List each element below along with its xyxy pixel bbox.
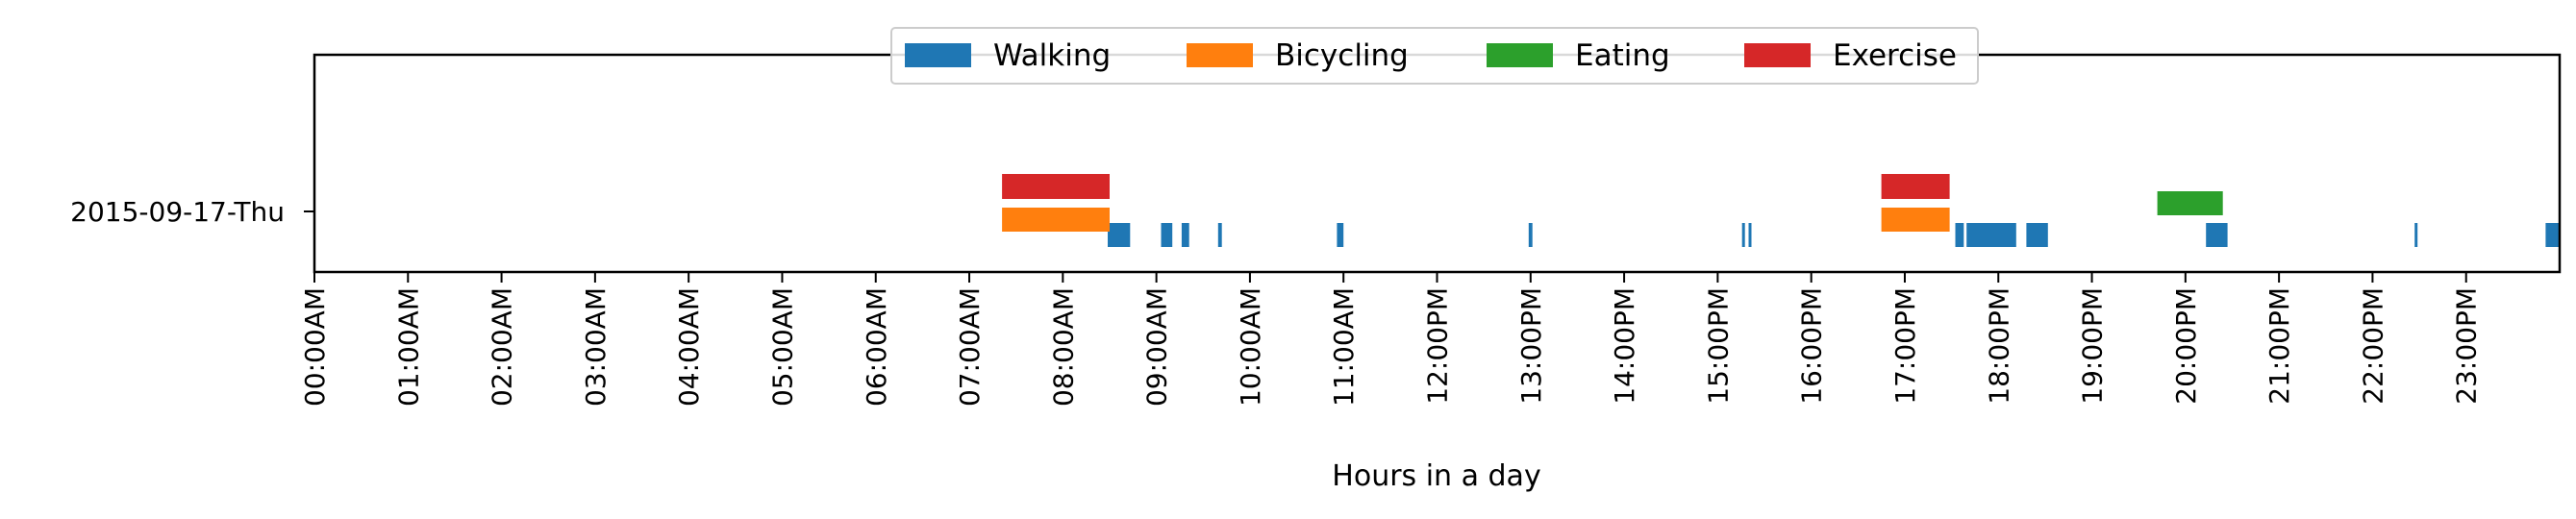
bicycling-legend-swatch: [1187, 43, 1253, 67]
x-axis: 00:00AM 01:00AM 02:00AM 03:00AM 04:00AM 05:00…: [299, 272, 2483, 407]
eating-legend-swatch: [1487, 43, 1553, 67]
x-tick-label: 22:00PM: [2357, 287, 2388, 405]
x-tick-label: 21:00PM: [2263, 287, 2295, 405]
x-tick-label: 16:00PM: [1796, 287, 1828, 405]
walking-bar: [1217, 223, 1222, 247]
x-tick-label: 06:00AM: [861, 287, 892, 407]
x-tick-label: 11:00AM: [1328, 287, 1360, 407]
x-tick-label: 19:00PM: [2077, 287, 2109, 405]
walking-bar: [1108, 223, 1131, 247]
bicycling-bar: [1881, 208, 1950, 232]
x-tick-label: 02:00AM: [487, 287, 518, 407]
eating-legend-label: Eating: [1575, 38, 1670, 73]
x-tick-label: 09:00AM: [1141, 287, 1173, 407]
exercise-legend-swatch: [1744, 43, 1811, 67]
walking-bar: [2545, 223, 2560, 247]
walking-bar: [1741, 223, 1745, 247]
x-tick-label: 10:00AM: [1235, 287, 1266, 407]
y-tick-label: 2015-09-17-Thu: [70, 196, 285, 228]
x-tick-label: 07:00AM: [954, 287, 986, 407]
walking-bar: [1528, 223, 1533, 247]
walking-bar: [2206, 223, 2228, 247]
x-tick-label: 12:00PM: [1422, 287, 1454, 405]
bicycling-bar: [1002, 208, 1110, 232]
x-tick-label: 04:00AM: [673, 287, 705, 407]
bicycling-legend-label: Bicycling: [1275, 38, 1409, 73]
x-tick-label: 17:00PM: [1889, 287, 1921, 405]
eating-bar: [2157, 191, 2223, 215]
x-tick-label: 20:00PM: [2170, 287, 2202, 405]
walking-bar: [1955, 223, 1964, 247]
x-tick-label: 23:00PM: [2451, 287, 2483, 405]
legend-frame: [890, 27, 1979, 85]
exercise-legend-label: Exercise: [1833, 38, 1957, 73]
activity-bars: [1002, 174, 2560, 247]
x-tick-label: 01:00AM: [392, 287, 424, 407]
x-tick-label: 13:00PM: [1515, 287, 1547, 405]
x-tick-label: 05:00AM: [766, 287, 798, 407]
walking-bar: [1181, 223, 1189, 247]
walking-bar: [2414, 223, 2418, 247]
x-tick-label: 08:00AM: [1047, 287, 1079, 407]
x-tick-label: 00:00AM: [299, 287, 331, 407]
x-tick-label: 18:00PM: [1983, 287, 2014, 405]
walking-bar: [1966, 223, 2016, 247]
exercise-bar: [1002, 174, 1110, 199]
walking-bar: [2026, 223, 2048, 247]
walking-bar: [1337, 223, 1344, 247]
x-tick-label: 15:00PM: [1702, 287, 1734, 405]
walking-bar: [1161, 223, 1173, 247]
walking-legend-label: Walking: [993, 38, 1111, 73]
walking-legend-swatch: [905, 43, 971, 67]
exercise-bar: [1881, 174, 1950, 199]
legend: Walking Bicycling Eating Exercise: [890, 27, 1979, 85]
x-axis-title: Hours in a day: [1332, 459, 1540, 493]
x-tick-label: 14:00PM: [1609, 287, 1640, 405]
y-axis: 2015-09-17-Thu: [70, 196, 314, 228]
x-tick-label: 03:00AM: [580, 287, 612, 407]
walking-bar: [1748, 223, 1752, 247]
